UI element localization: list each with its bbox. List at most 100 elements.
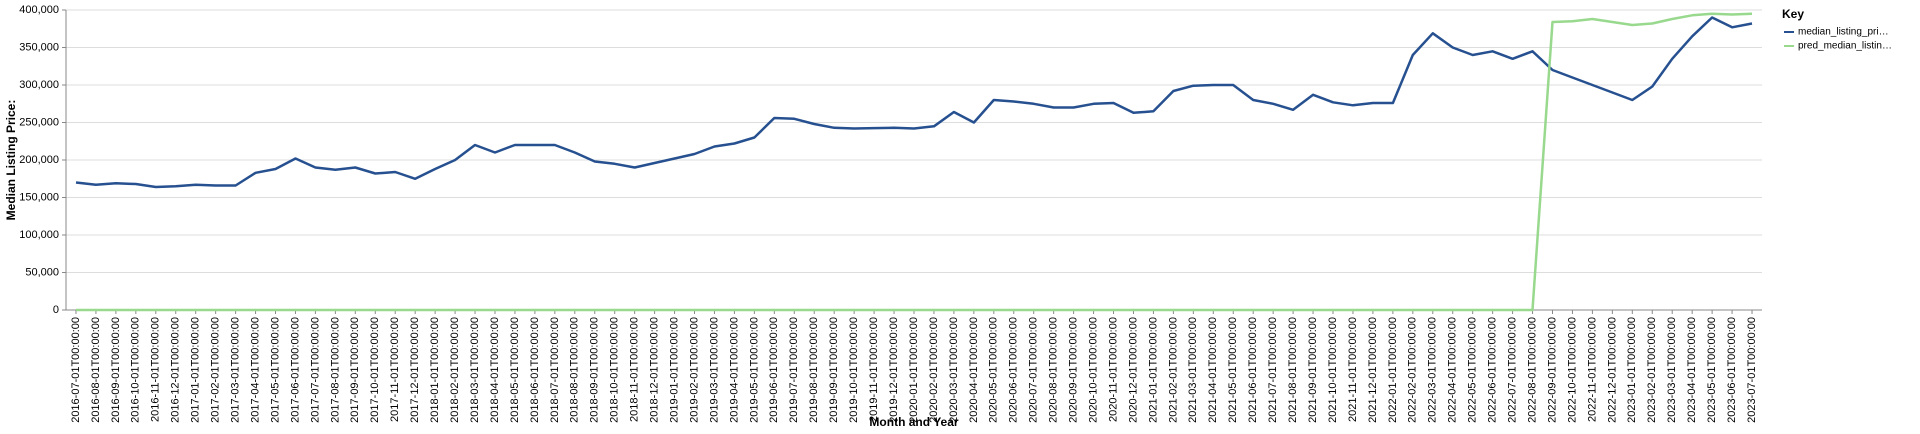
x-tick-label: 2017-06-01T00:00:00: [289, 317, 301, 423]
x-tick-label: 2020-07-01T00:00:00: [1028, 317, 1040, 423]
x-tick-label: 2019-12-01T00:00:00: [888, 317, 900, 423]
x-tick-label: 2018-02-01T00:00:00: [449, 317, 461, 423]
line-series: [75, 16, 1753, 189]
x-tick-label: 2017-08-01T00:00:00: [329, 317, 341, 423]
x-tick-label: 2017-03-01T00:00:00: [230, 317, 242, 423]
x-tick-label: 2018-04-01T00:00:00: [489, 317, 501, 423]
x-tick-label: 2017-09-01T00:00:00: [349, 317, 361, 423]
x-tick-label: 2020-10-01T00:00:00: [1087, 317, 1099, 423]
y-tick-label: 200,000: [19, 154, 59, 166]
x-tick-label: 2020-12-01T00:00:00: [1127, 317, 1139, 423]
x-tick-label: 2021-04-01T00:00:00: [1207, 317, 1219, 423]
x-tick-label: 2019-06-01T00:00:00: [768, 317, 780, 423]
x-tick-label: 2018-11-01T00:00:00: [629, 317, 641, 422]
y-tick-label: 400,000: [19, 4, 59, 16]
x-tick-label: 2022-08-01T00:00:00: [1526, 317, 1538, 423]
x-tick-label: 2020-04-01T00:00:00: [968, 317, 980, 423]
x-tick-label: 2022-09-01T00:00:00: [1546, 317, 1558, 423]
legend-label: pred_median_listin…: [1798, 41, 1892, 52]
x-tick-label: 2021-03-01T00:00:00: [1187, 317, 1199, 423]
x-tick-label: 2021-02-01T00:00:00: [1167, 317, 1179, 423]
x-tick-label: 2017-01-01T00:00:00: [190, 317, 202, 423]
x-tick-label: 2022-02-01T00:00:00: [1407, 317, 1419, 423]
legend-label: median_listing_pri…: [1798, 27, 1889, 38]
x-tick-label: 2020-03-01T00:00:00: [948, 317, 960, 423]
x-tick-label: 2022-06-01T00:00:00: [1487, 317, 1499, 423]
x-tick-label: 2017-02-01T00:00:00: [210, 317, 222, 423]
line-series: [76, 12, 1753, 312]
x-tick-label: 2016-12-01T00:00:00: [170, 317, 182, 423]
x-tick-label: 2023-04-01T00:00:00: [1686, 317, 1698, 423]
x-tick-label: 2019-07-01T00:00:00: [788, 317, 800, 423]
y-tick-label: 100,000: [19, 229, 59, 241]
x-tick-label: 2021-05-01T00:00:00: [1227, 317, 1239, 423]
x-tick-label: 2018-03-01T00:00:00: [469, 317, 481, 423]
x-tick-label: 2023-01-01T00:00:00: [1626, 317, 1638, 423]
x-tick-label: 2022-07-01T00:00:00: [1506, 317, 1518, 423]
x-tick-label: 2020-02-01T00:00:00: [928, 317, 940, 423]
x-tick-label: 2022-12-01T00:00:00: [1606, 317, 1618, 423]
x-axis-title: Month and Year: [869, 415, 958, 429]
x-tick-label: 2023-05-01T00:00:00: [1706, 317, 1718, 423]
x-tick-label: 2017-05-01T00:00:00: [269, 317, 281, 423]
x-tick-label: 2020-06-01T00:00:00: [1008, 317, 1020, 423]
x-tick-label: 2016-09-01T00:00:00: [110, 317, 122, 423]
x-tick-label: 2019-04-01T00:00:00: [728, 317, 740, 423]
x-tick-label: 2017-11-01T00:00:00: [389, 317, 401, 422]
x-tick-label: 2018-12-01T00:00:00: [649, 317, 661, 423]
x-tick-label: 2017-07-01T00:00:00: [309, 317, 321, 423]
x-tick-label: 2022-10-01T00:00:00: [1566, 317, 1578, 423]
x-tick-label: 2019-08-01T00:00:00: [808, 317, 820, 423]
x-tick-label: 2017-12-01T00:00:00: [409, 317, 421, 423]
x-tick-label: 2019-11-01T00:00:00: [868, 317, 880, 422]
x-tick-label: 2018-05-01T00:00:00: [509, 317, 521, 423]
x-tick-label: 2018-06-01T00:00:00: [529, 317, 541, 423]
x-tick-label: 2021-10-01T00:00:00: [1327, 317, 1339, 423]
x-tick-label: 2019-10-01T00:00:00: [848, 317, 860, 423]
x-tick-label: 2023-07-01T00:00:00: [1746, 317, 1758, 423]
x-tick-label: 2017-04-01T00:00:00: [249, 317, 261, 423]
x-tick-label: 2020-01-01T00:00:00: [908, 317, 920, 423]
x-tick-label: 2017-10-01T00:00:00: [369, 317, 381, 423]
x-tick-label: 2019-05-01T00:00:00: [748, 317, 760, 423]
x-tick-label: 2021-01-01T00:00:00: [1147, 317, 1159, 423]
x-tick-label: 2022-11-01T00:00:00: [1586, 317, 1598, 422]
x-tick-label: 2018-01-01T00:00:00: [429, 317, 441, 423]
x-tick-label: 2018-08-01T00:00:00: [569, 317, 581, 423]
y-tick-label: 300,000: [19, 79, 59, 91]
x-tick-label: 2019-09-01T00:00:00: [828, 317, 840, 423]
y-tick-label: 150,000: [19, 191, 59, 203]
x-tick-label: 2021-12-01T00:00:00: [1367, 317, 1379, 423]
x-tick-label: 2016-11-01T00:00:00: [150, 317, 162, 422]
x-tick-label: 2019-03-01T00:00:00: [708, 317, 720, 423]
x-tick-label: 2020-11-01T00:00:00: [1107, 317, 1119, 422]
x-tick-label: 2020-09-01T00:00:00: [1068, 317, 1080, 423]
y-tick-label: 350,000: [19, 41, 59, 53]
x-tick-label: 2020-08-01T00:00:00: [1048, 317, 1060, 423]
x-tick-label: 2022-03-01T00:00:00: [1427, 317, 1439, 423]
x-tick-label: 2016-07-01T00:00:00: [70, 317, 82, 423]
y-axis-title: Median Listing Price:: [4, 100, 18, 221]
x-tick-label: 2021-09-01T00:00:00: [1307, 317, 1319, 423]
x-tick-label: 2022-01-01T00:00:00: [1387, 317, 1399, 423]
x-tick-label: 2016-10-01T00:00:00: [130, 317, 142, 423]
y-tick-label: 0: [53, 304, 59, 316]
x-tick-label: 2019-02-01T00:00:00: [688, 317, 700, 423]
x-tick-label: 2023-06-01T00:00:00: [1726, 317, 1738, 423]
x-tick-label: 2021-06-01T00:00:00: [1247, 317, 1259, 423]
x-tick-label: 2021-08-01T00:00:00: [1287, 317, 1299, 423]
x-tick-label: 2021-07-01T00:00:00: [1267, 317, 1279, 423]
x-tick-label: 2021-11-01T00:00:00: [1347, 317, 1359, 422]
x-tick-label: 2018-07-01T00:00:00: [549, 317, 561, 423]
x-tick-label: 2018-09-01T00:00:00: [589, 317, 601, 423]
x-tick-label: 2023-02-01T00:00:00: [1646, 317, 1658, 423]
x-tick-label: 2022-04-01T00:00:00: [1447, 317, 1459, 423]
x-tick-label: 2022-05-01T00:00:00: [1467, 317, 1479, 423]
x-tick-label: 2016-08-01T00:00:00: [90, 317, 102, 423]
legend-title: Key: [1782, 7, 1804, 21]
x-tick-label: 2023-03-01T00:00:00: [1666, 317, 1678, 423]
x-tick-label: 2019-01-01T00:00:00: [668, 317, 680, 423]
y-tick-label: 250,000: [19, 116, 59, 128]
